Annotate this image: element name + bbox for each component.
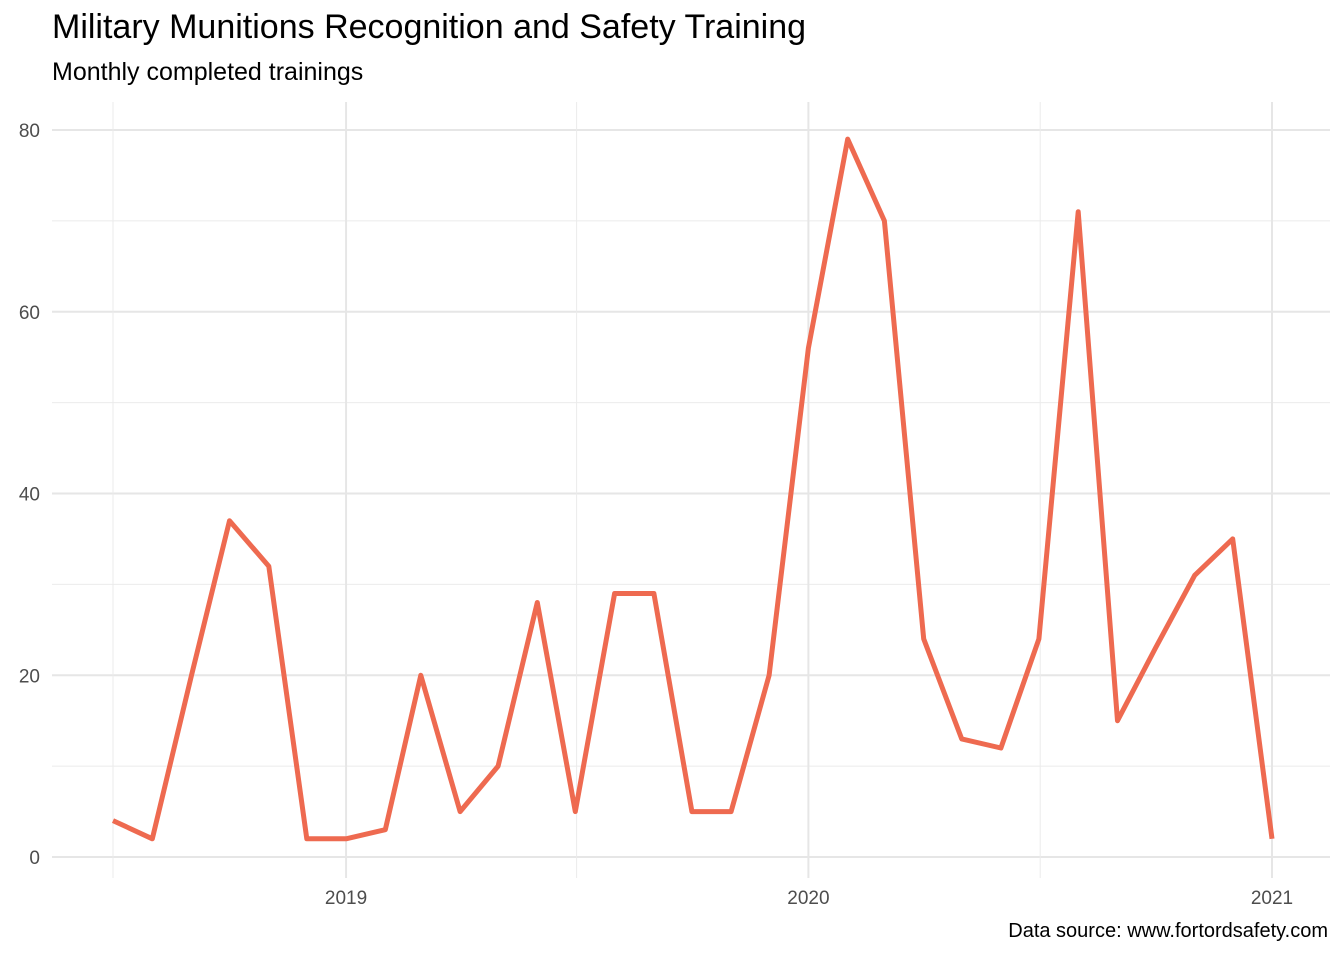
data-point <box>266 563 272 569</box>
x-tick-label: 2020 <box>787 888 829 909</box>
data-point <box>343 836 349 842</box>
y-tick-label: 0 <box>29 848 40 869</box>
data-point <box>612 590 618 596</box>
data-point <box>689 809 695 815</box>
data-point <box>572 809 578 815</box>
data-point <box>149 836 155 842</box>
data-point <box>766 672 772 678</box>
data-point <box>418 672 424 678</box>
chart-title: Military Munitions Recognition and Safet… <box>52 8 807 46</box>
y-tick-label: 20 <box>19 666 40 687</box>
data-point <box>651 590 657 596</box>
grid-lines <box>52 102 1330 878</box>
data-point <box>189 672 195 678</box>
y-tick-label: 80 <box>19 121 40 142</box>
chart-subtitle: Monthly completed trainings <box>52 58 364 86</box>
data-point <box>495 763 501 769</box>
data-point <box>728 809 734 815</box>
data-point <box>921 636 927 642</box>
data-point <box>1036 636 1042 642</box>
y-tick-label: 40 <box>19 485 40 506</box>
chart-caption: Data source: www.fortordsafety.com <box>1008 920 1328 942</box>
data-point <box>1269 836 1275 842</box>
data-point <box>1230 536 1236 542</box>
series-line <box>111 136 1275 842</box>
data-point <box>1152 645 1158 651</box>
data-point <box>110 818 116 824</box>
data-point <box>382 827 388 833</box>
data-point <box>227 518 233 524</box>
data-point <box>534 600 540 606</box>
data-point <box>805 345 811 351</box>
series-layer <box>110 136 1275 842</box>
data-point <box>1192 572 1198 578</box>
data-point <box>1075 209 1081 215</box>
data-point <box>304 836 310 842</box>
data-point <box>959 736 965 742</box>
y-tick-label: 60 <box>19 303 40 324</box>
x-tick-label: 2021 <box>1251 888 1293 909</box>
data-point <box>998 745 1004 751</box>
axis-tick-labels: 0 20 40 60 80 2019 2020 2021 <box>19 121 1293 909</box>
data-point <box>457 809 463 815</box>
x-tick-label: 2019 <box>325 888 367 909</box>
data-point <box>881 218 887 224</box>
data-point <box>1114 718 1120 724</box>
data-point <box>845 136 851 142</box>
